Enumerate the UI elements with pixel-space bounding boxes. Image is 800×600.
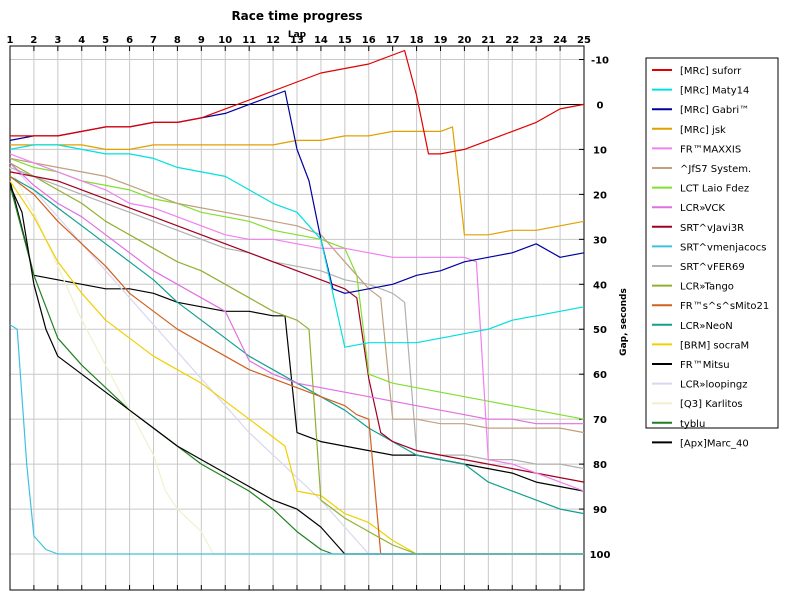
y-tick-label: 70 [593,415,607,426]
series-line [9,171,585,483]
y-axis-title: Gap, seconds [619,288,629,356]
series-line [9,166,585,470]
series-line [9,157,585,434]
series-line [9,175,585,515]
legend-label: LCR»NeoN [680,321,733,332]
legend-label: SRT^vmenjacocs [680,242,766,253]
x-tick-label: 22 [505,35,519,46]
series-line [10,126,585,236]
x-tick-label: 23 [529,35,543,46]
legend-label: FR™s^s^sMito21 [680,301,769,312]
x-tick-label: 21 [481,35,495,46]
legend-label: LCR»VCK [680,203,725,214]
legend-label: SRT^vJavi3R [680,223,744,234]
series-line [10,49,585,155]
legend-label: [MRc] jsk [680,125,726,136]
y-tick-label: 10 [593,145,607,156]
legend-label: LCR»Tango [680,282,734,293]
x-tick-label: 17 [386,35,400,46]
x-tick-label: 18 [410,35,424,46]
y-tick-label: 50 [593,325,607,336]
y-tick-label: 40 [593,280,607,291]
x-tick-label: 9 [198,35,205,46]
x-tick-label: 14 [314,35,328,46]
legend-label: [Q3] Karlitos [680,399,743,410]
legend-label: LCT Laio Fdez [680,184,749,195]
x-tick-label: 11 [242,35,256,46]
x-tick-label: 2 [30,35,37,46]
series-line [9,144,585,348]
x-tick-label: 24 [553,35,567,46]
plot-area: 1 2 3 4 5 6 7 8 9 10 11 12 13 14 15 16 17 18 19 20 21 22 23 24 2… [7,35,611,591]
x-tick-label: 13 [290,35,304,46]
chart-title: Race time progress [231,9,362,23]
legend-label: [MRc] Gabri™ [680,105,749,116]
x-tick-label: 12 [266,35,280,46]
x-axis-title: Lap [288,30,307,40]
y-tick-label: 20 [593,190,607,201]
y-tick-label: 90 [593,505,607,516]
y-tick-label: 100 [590,550,611,561]
x-tick-label: 16 [362,35,376,46]
y-tick-label: 80 [593,460,607,471]
x-tick-label: 8 [174,35,181,46]
y-tick-label: -10 [591,55,609,66]
legend: [MRc] suforr [MRc] Maty14 [MRc] Gabri™ [MRc… [645,57,779,449]
series-line [9,153,585,492]
x-tick-label: 1 [7,35,14,46]
legend-label: [MRc] suforr [680,66,742,77]
legend-label: SRT^vFER69 [680,262,745,273]
x-tick-label: 20 [457,35,471,46]
x-tick-label: 7 [150,35,157,46]
x-tick-label: 25 [577,35,591,46]
x-tick-label: 3 [54,35,61,46]
series-line [9,162,584,425]
legend-label: [MRc] Maty14 [680,86,749,97]
y-tick-label: 60 [593,370,607,381]
x-tick-label: 10 [218,35,232,46]
series-line [9,324,584,555]
legend-label: LCR»loopingz [680,380,748,391]
legend-label: FR™MAXXIS [680,144,741,155]
legend-label: [Apx]Marc_40 [680,438,749,449]
x-tick-label: 5 [102,35,109,46]
x-tick-label: 4 [78,35,85,46]
y-tick-label: 30 [593,235,607,246]
x-tick-label: 19 [434,35,448,46]
x-tick-label: 15 [338,35,352,46]
legend-label: tyblu [680,419,705,430]
legend-label: [BRM] socraM [680,340,749,351]
legend-label: ^JfS7 System. [680,164,751,175]
x-tick-label: 6 [126,35,133,46]
legend-box [645,57,779,429]
legend-label: FR™Mitsu [680,360,730,371]
y-tick-label: 0 [597,100,604,111]
series-line [9,180,585,492]
